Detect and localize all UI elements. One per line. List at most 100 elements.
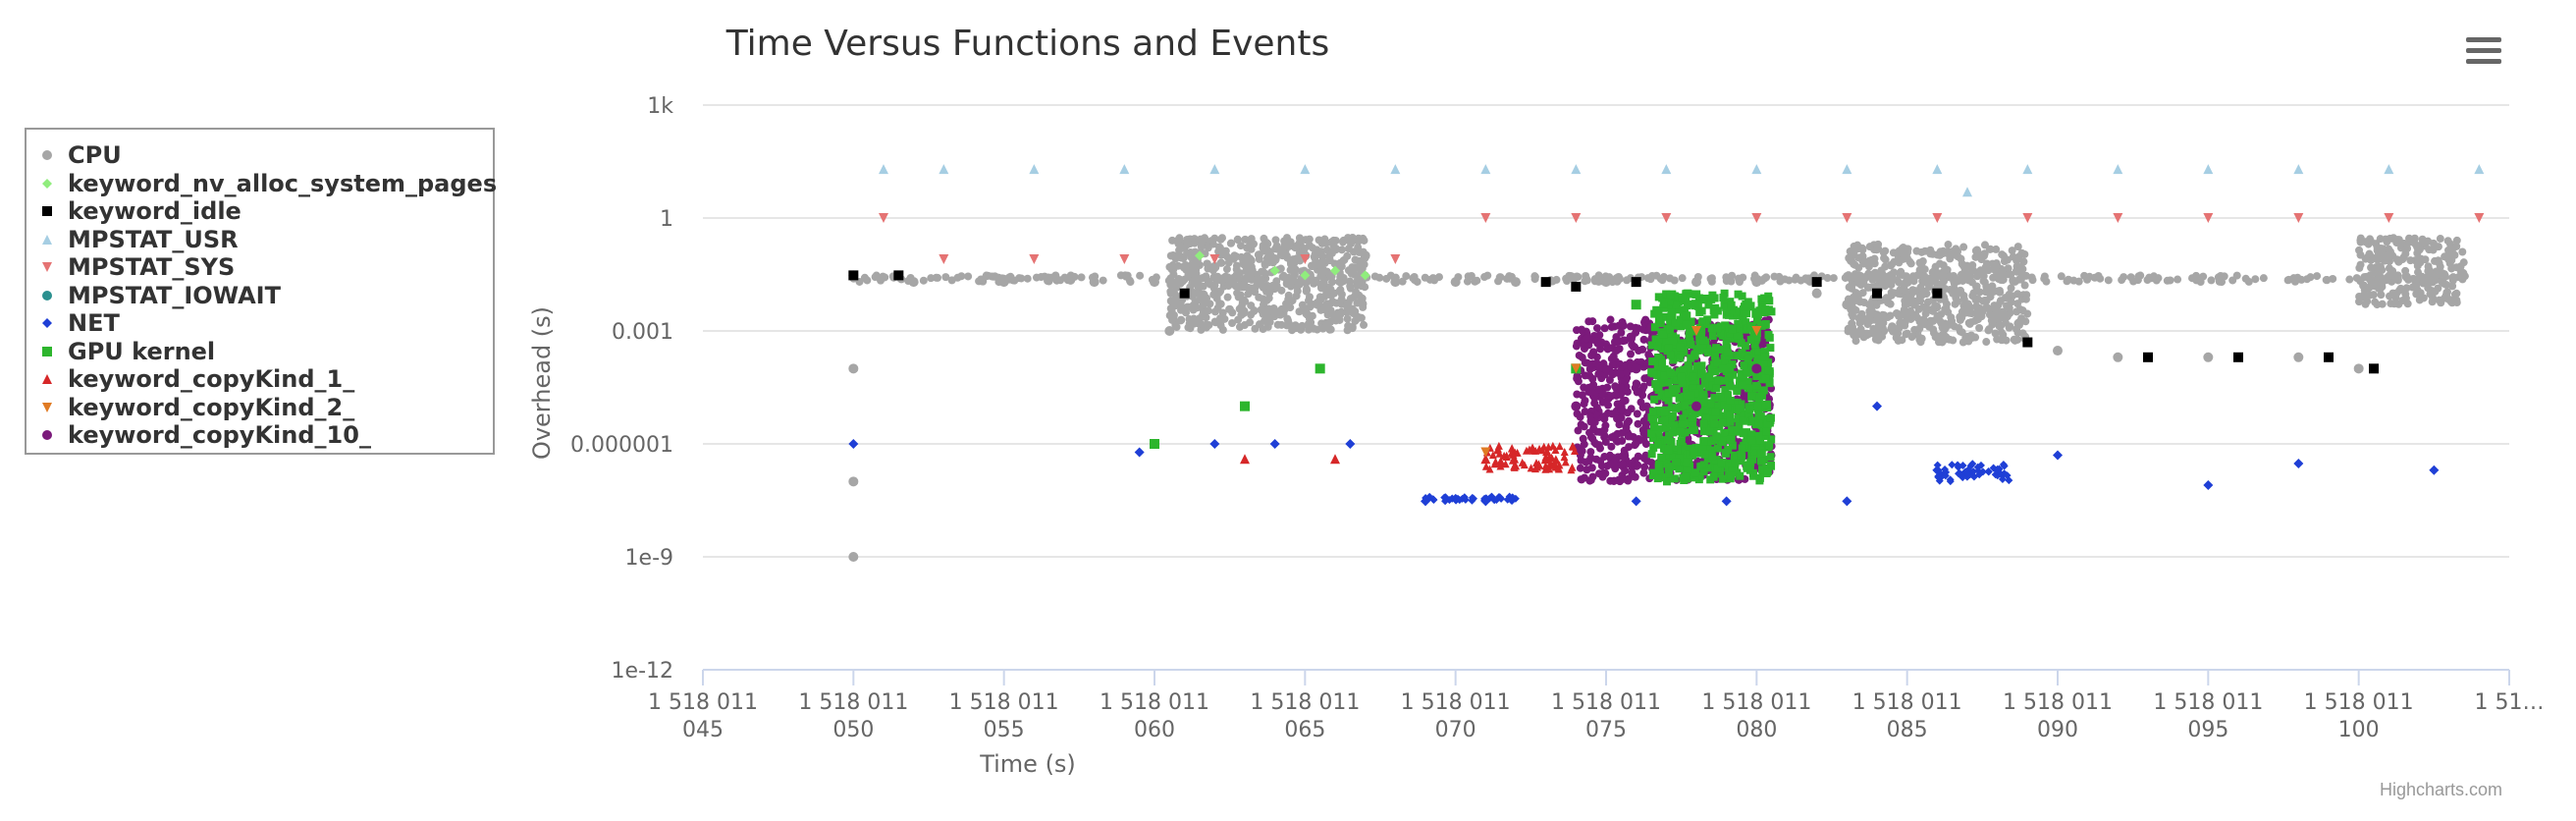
dense-point-1 (1302, 285, 1311, 294)
dense-point-5 (1744, 355, 1752, 363)
dense-point-1 (1204, 306, 1212, 315)
dense-point-0 (1051, 271, 1060, 280)
dense-point-5 (1670, 474, 1679, 483)
dense-point-1 (1346, 282, 1355, 291)
dense-point-3 (2371, 298, 2380, 306)
dense-point-1 (1197, 325, 1206, 334)
point-CPU-0 (848, 552, 859, 562)
point-MPSTAT_SYS-8 (1571, 213, 1582, 223)
dense-point-3 (2413, 286, 2422, 295)
point-NET-3 (1269, 439, 1280, 449)
dense-point-5 (1726, 396, 1735, 405)
dense-point-5 (1695, 334, 1704, 343)
legend-item-MPSTAT_USR[interactable]: MPSTAT_USR (27, 226, 239, 253)
dense-point-5 (1766, 413, 1775, 422)
dense-point-1 (1261, 315, 1270, 324)
legend-item-GPU kernel[interactable]: GPU kernel (27, 338, 215, 365)
dense-point-5 (1690, 473, 1699, 482)
point-MPSTAT_SYS-1 (939, 254, 949, 265)
dense-point-2 (1852, 337, 1860, 346)
dense-point-5 (1651, 335, 1660, 344)
dense-point-8 (2003, 471, 2012, 480)
dense-point-5 (1653, 342, 1662, 351)
dense-point-5 (1662, 337, 1671, 346)
legend-marker-icon (42, 346, 52, 356)
dense-point-5 (1738, 444, 1746, 453)
dense-point-1 (1190, 289, 1199, 298)
x-tick-label: 1 518 011 (648, 690, 758, 715)
legend-item-MPSTAT_SYS[interactable]: MPSTAT_SYS (27, 253, 235, 281)
legend-item-keyword_copyKind_2_[interactable]: keyword_copyKind_2_ (27, 394, 354, 421)
dense-point-5 (1737, 339, 1745, 348)
dense-point-0 (2063, 277, 2071, 286)
dense-point-0 (2228, 276, 2237, 285)
dense-point-0 (1032, 273, 1041, 282)
legend-item-MPSTAT_IOWAIT[interactable]: MPSTAT_IOWAIT (27, 282, 281, 309)
hamburger-menu-icon[interactable] (2466, 37, 2501, 69)
dense-point-5 (1667, 308, 1676, 317)
dense-point-5 (1689, 384, 1697, 393)
dense-point-5 (1755, 473, 1764, 482)
legend-item-NET[interactable]: NET (27, 309, 120, 337)
dense-point-1 (1329, 311, 1338, 320)
legend-marker (42, 374, 52, 384)
dense-point-3 (2403, 245, 2412, 253)
legend-item-CPU[interactable]: CPU (27, 141, 122, 169)
dense-point-2 (1997, 321, 2006, 330)
dense-point-2 (1878, 310, 1887, 319)
dense-point-0 (1060, 273, 1069, 282)
dense-point-4 (1595, 427, 1604, 436)
dense-point-4 (1633, 410, 1641, 418)
dense-point-4 (1616, 477, 1625, 486)
point-keyword_copyKind_2_-1 (1571, 363, 1582, 374)
dense-point-5 (1703, 315, 1712, 324)
legend-item-keyword_copyKind_1_[interactable]: keyword_copyKind_1_ (27, 365, 354, 393)
dense-point-5 (1660, 408, 1669, 416)
x-tick-label: 1 518 011 (798, 690, 908, 715)
dense-point-1 (1212, 276, 1221, 285)
legend-item-keyword_copyKind_10_[interactable]: keyword_copyKind_10_ (27, 421, 371, 449)
point-NET-2 (1209, 439, 1220, 449)
dense-point-3 (2385, 245, 2393, 253)
dense-point-0 (2297, 275, 2306, 284)
credits-link[interactable]: Highcharts.com (2380, 780, 2503, 799)
dense-point-4 (1626, 322, 1635, 331)
dense-point-5 (1681, 428, 1690, 437)
dense-point-1 (1271, 236, 1280, 245)
dense-point-5 (1679, 414, 1688, 423)
dense-point-2 (2013, 290, 2022, 299)
dense-point-1 (1242, 267, 1251, 276)
dense-point-5 (1716, 392, 1725, 401)
dense-point-5 (1745, 361, 1754, 370)
dense-point-2 (1852, 289, 1860, 298)
dense-point-5 (1676, 315, 1685, 324)
dense-point-4 (1587, 351, 1596, 359)
dense-point-5 (1675, 393, 1684, 402)
legend-marker-icon (42, 206, 52, 216)
dense-point-4 (1582, 458, 1590, 466)
dense-point-5 (1766, 344, 1775, 353)
dense-point-2 (1887, 288, 1896, 297)
dense-point-5 (1650, 395, 1659, 404)
point-keyword_idle-1 (893, 270, 904, 281)
legend-item-keyword_nv_alloc_system_pages[interactable]: keyword_nv_alloc_system_pages (27, 170, 497, 197)
dense-point-5 (1697, 306, 1706, 315)
dense-point-0 (2188, 274, 2197, 283)
dense-point-2 (1886, 311, 1895, 320)
dense-point-4 (1638, 345, 1647, 354)
dense-point-4 (1593, 339, 1602, 348)
dense-point-1 (1325, 270, 1334, 279)
dense-point-5 (1687, 317, 1695, 326)
dense-point-0 (964, 272, 973, 281)
dense-point-7 (1470, 494, 1478, 503)
dense-point-3 (2428, 298, 2437, 306)
point-CPU-20 (1691, 277, 1701, 288)
dense-point-4 (1615, 420, 1624, 429)
point-MPSTAT_USR-6 (1390, 164, 1401, 175)
chart-legend: CPU keyword_nv_alloc_system_pages keyword_… (25, 128, 497, 455)
legend-item-keyword_idle[interactable]: keyword_idle (27, 197, 242, 225)
dense-point-4 (1640, 318, 1649, 327)
dense-point-5 (1665, 412, 1674, 421)
dense-point-2 (1927, 316, 1936, 325)
dense-point-3 (2435, 259, 2443, 268)
